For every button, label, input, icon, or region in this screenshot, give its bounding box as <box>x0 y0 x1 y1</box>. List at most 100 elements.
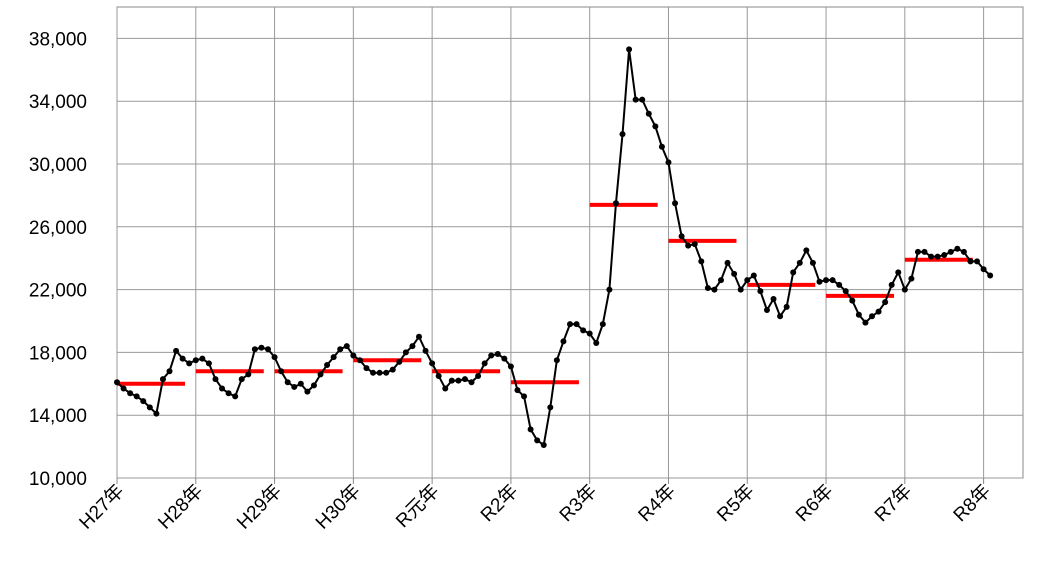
data-point <box>934 253 941 260</box>
data-point <box>271 354 278 361</box>
data-point <box>987 272 994 279</box>
data-point <box>310 382 317 389</box>
data-point <box>777 313 784 320</box>
data-point <box>337 346 344 353</box>
data-point <box>540 442 547 449</box>
data-point <box>941 252 948 259</box>
data-point <box>718 277 724 284</box>
data-point <box>816 278 823 285</box>
y-tick-label: 30,000 <box>29 155 87 176</box>
data-point <box>376 369 383 376</box>
x-tick-label: R4年 <box>634 480 680 526</box>
data-point <box>763 307 770 314</box>
data-point <box>744 277 751 284</box>
data-point <box>304 388 311 395</box>
data-point <box>836 281 843 288</box>
data-point <box>547 404 554 411</box>
data-point <box>461 376 468 383</box>
data-point <box>928 253 935 260</box>
data-point <box>343 343 350 350</box>
data-point <box>251 346 258 353</box>
data-point <box>324 361 331 368</box>
data-point <box>862 319 869 326</box>
data-point <box>488 352 495 359</box>
data-point <box>199 355 206 362</box>
data-point <box>468 379 475 386</box>
data-point <box>225 390 232 397</box>
data-point <box>796 259 803 266</box>
data-point <box>442 385 449 392</box>
data-point <box>422 347 429 354</box>
data-point <box>507 363 514 370</box>
data-point <box>731 270 738 277</box>
data-point <box>291 383 298 390</box>
x-tick-label: R8年 <box>949 480 995 526</box>
data-point <box>159 376 166 383</box>
data-point <box>875 308 882 315</box>
data-point <box>389 366 396 373</box>
data-point <box>901 286 908 293</box>
data-point <box>363 365 370 372</box>
data-point <box>908 275 915 282</box>
x-tick-label: R2年 <box>476 480 522 526</box>
data-point <box>665 159 672 166</box>
data-point <box>553 357 560 364</box>
data-point <box>481 360 488 367</box>
data-point <box>179 355 186 362</box>
data-point <box>317 371 324 378</box>
x-tick-label: H29年 <box>232 480 286 534</box>
data-point <box>494 350 501 357</box>
y-tick-label: 26,000 <box>29 218 87 239</box>
data-point <box>954 245 961 252</box>
data-point <box>599 321 606 328</box>
data-point <box>278 368 285 375</box>
y-tick-label: 14,000 <box>29 406 87 427</box>
data-point <box>429 360 436 367</box>
data-point <box>245 371 252 378</box>
data-point <box>514 387 521 394</box>
x-tick-label: R6年 <box>791 480 837 526</box>
data-point <box>114 379 120 386</box>
y-tick-label: 34,000 <box>29 92 87 113</box>
data-point <box>127 390 134 397</box>
data-point <box>573 321 580 328</box>
data-point <box>882 299 889 306</box>
data-point <box>350 352 357 359</box>
data-point <box>212 376 219 383</box>
data-point <box>284 379 291 386</box>
data-point <box>855 311 862 318</box>
data-point <box>914 248 921 255</box>
data-point <box>849 297 856 304</box>
data-point <box>888 281 895 288</box>
plot-area <box>116 6 1024 479</box>
data-point <box>265 346 271 353</box>
data-point <box>803 247 810 254</box>
data-point <box>586 330 593 337</box>
data-point <box>146 404 153 411</box>
data-point <box>711 286 718 293</box>
data-point <box>383 369 390 376</box>
y-tick-label: 22,000 <box>29 281 87 302</box>
data-point <box>921 248 928 255</box>
data-point <box>645 110 652 117</box>
data-point <box>639 96 646 103</box>
data-point <box>619 131 626 138</box>
data-point <box>842 288 849 295</box>
data-point <box>632 96 639 103</box>
y-tick-label: 10,000 <box>29 469 87 490</box>
data-point <box>895 269 902 276</box>
data-point <box>501 355 508 362</box>
data-point <box>606 286 613 293</box>
data-point <box>658 143 665 150</box>
x-tick-label: R5年 <box>713 480 759 526</box>
data-point <box>219 385 226 392</box>
data-point <box>783 303 790 310</box>
data-point <box>980 266 987 273</box>
data-point <box>567 321 573 328</box>
x-tick-label: R元年 <box>392 480 444 532</box>
data-point <box>192 357 199 364</box>
data-point <box>947 248 954 255</box>
data-point <box>186 360 193 367</box>
data-point <box>232 393 239 400</box>
